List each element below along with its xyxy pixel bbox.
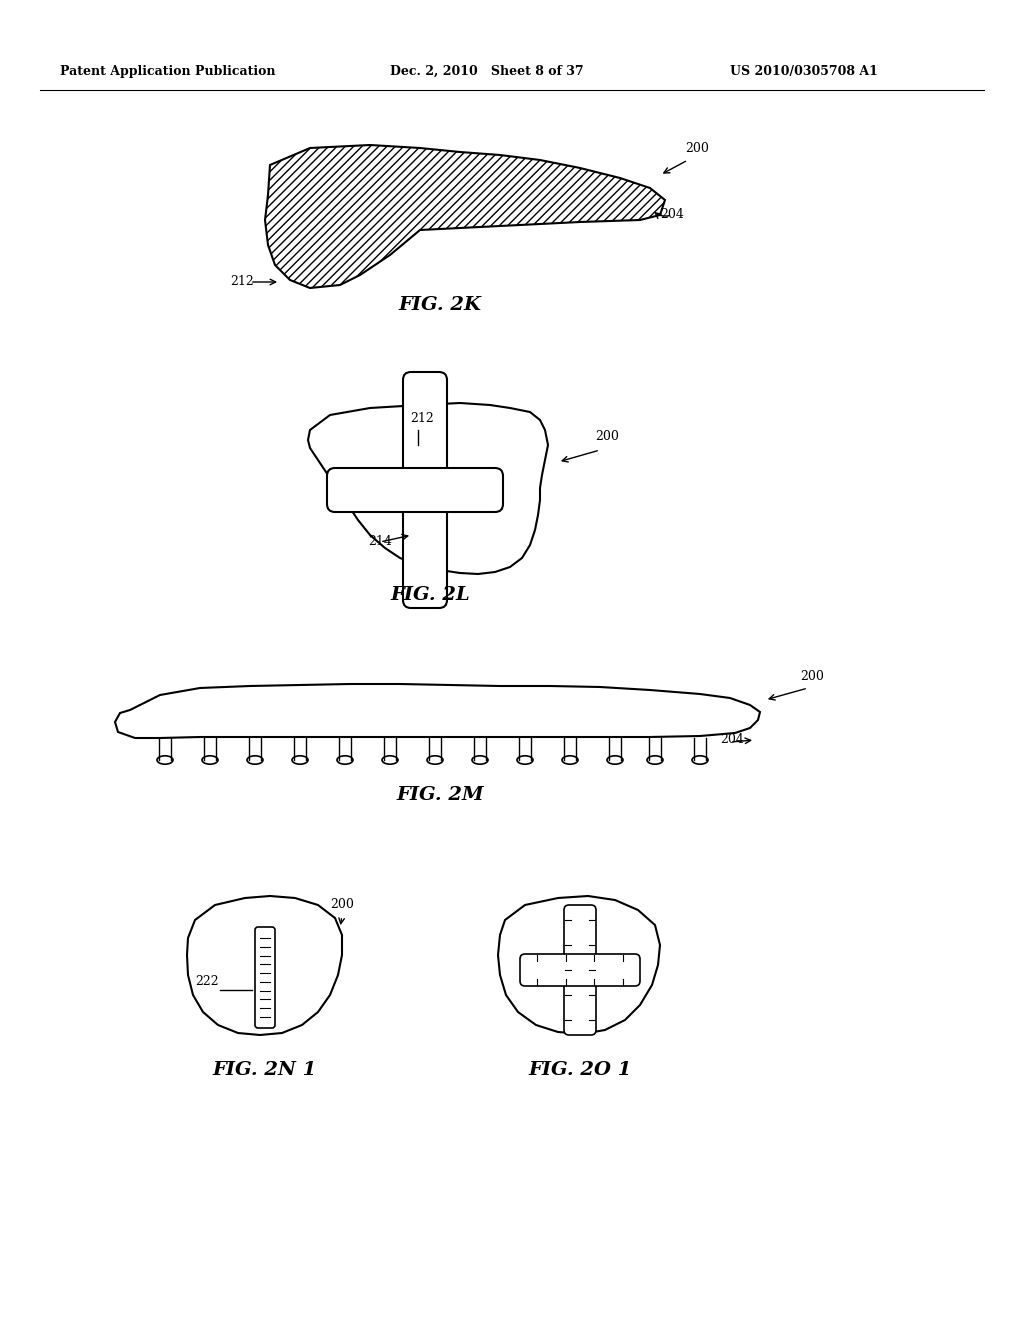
Ellipse shape [472,756,488,764]
Text: 222: 222 [195,975,219,987]
Ellipse shape [517,756,534,764]
Text: FIG. 2M: FIG. 2M [396,785,483,804]
Text: 212: 212 [230,275,254,288]
Text: 204: 204 [720,733,743,746]
Polygon shape [265,145,665,288]
Ellipse shape [607,756,623,764]
Text: 200: 200 [685,143,709,154]
Text: FIG. 2L: FIG. 2L [390,586,470,605]
Ellipse shape [427,756,443,764]
Ellipse shape [247,756,263,764]
Polygon shape [308,403,548,574]
FancyBboxPatch shape [520,954,640,986]
Text: FIG. 2N 1: FIG. 2N 1 [213,1061,317,1078]
Text: FIG. 2K: FIG. 2K [398,296,481,314]
Polygon shape [498,896,660,1034]
Polygon shape [115,684,760,738]
Text: 200: 200 [595,430,618,444]
Ellipse shape [292,756,308,764]
Ellipse shape [202,756,218,764]
FancyBboxPatch shape [403,372,447,609]
Ellipse shape [157,756,173,764]
Text: FIG. 2O 1: FIG. 2O 1 [528,1061,632,1078]
Text: 200: 200 [330,898,354,911]
Ellipse shape [337,756,353,764]
Text: Patent Application Publication: Patent Application Publication [60,65,275,78]
FancyBboxPatch shape [564,906,596,1035]
Text: 212: 212 [410,412,434,425]
Text: 200: 200 [800,671,824,682]
FancyBboxPatch shape [327,469,503,512]
Ellipse shape [647,756,663,764]
Text: US 2010/0305708 A1: US 2010/0305708 A1 [730,65,878,78]
Polygon shape [187,896,342,1035]
Ellipse shape [562,756,578,764]
Text: 214: 214 [368,535,392,548]
Ellipse shape [382,756,398,764]
FancyBboxPatch shape [255,927,275,1028]
Text: 204: 204 [660,209,684,220]
Text: Dec. 2, 2010   Sheet 8 of 37: Dec. 2, 2010 Sheet 8 of 37 [390,65,584,78]
Ellipse shape [692,756,708,764]
